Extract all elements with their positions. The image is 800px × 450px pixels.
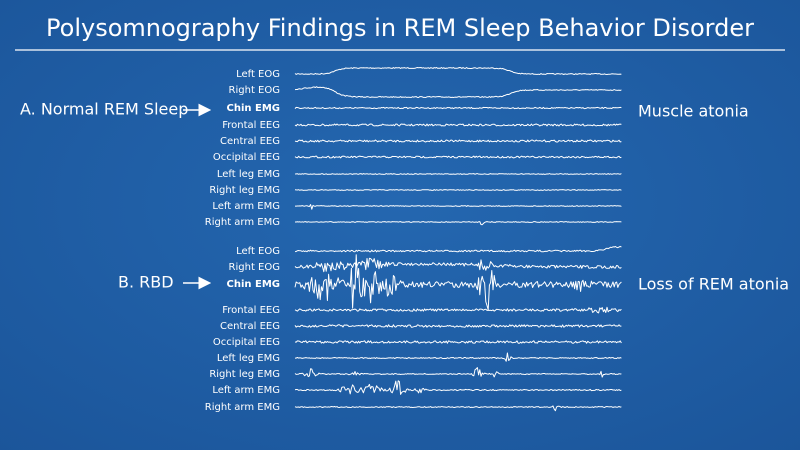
channel-label: Left leg EMG: [217, 353, 280, 364]
trace: [294, 106, 622, 110]
channel-label: Left EOG: [236, 69, 280, 80]
panel-label: A. Normal REM Sleep: [20, 100, 188, 119]
trace: [294, 155, 622, 159]
trace: [294, 173, 622, 175]
trace: [294, 139, 622, 143]
annotation: Muscle atonia: [638, 102, 749, 121]
panel-label: B. RBD: [118, 273, 174, 292]
title: Polysomnography Findings in REM Sleep Be…: [46, 14, 754, 42]
channel-label: Right leg EMG: [209, 185, 280, 196]
channel-label: Left arm EMG: [212, 201, 280, 212]
trace: [294, 257, 622, 273]
trace: [294, 254, 622, 311]
channel-label: Right EOG: [229, 85, 280, 96]
trace: [294, 123, 622, 127]
channel-label: Chin EMG: [227, 279, 280, 290]
trace: [294, 306, 622, 314]
channel-label: Right arm EMG: [205, 402, 280, 413]
trace: [294, 245, 622, 253]
channel-label: Right leg EMG: [209, 369, 280, 380]
trace: [295, 352, 622, 362]
trace: [294, 340, 622, 344]
channel-label: Central EEG: [220, 321, 280, 332]
trace: [294, 189, 622, 191]
channel-label: Left arm EMG: [212, 385, 280, 396]
channel-label: Left EOG: [236, 246, 280, 257]
channel-label: Chin EMG: [227, 103, 280, 114]
trace: [294, 405, 622, 412]
trace: [295, 204, 622, 210]
trace: [294, 86, 622, 98]
trace: [294, 380, 622, 395]
channel-label: Frontal EEG: [222, 305, 280, 316]
channel-label: Left leg EMG: [217, 169, 280, 180]
traces: [294, 67, 622, 412]
channel-label: Central EEG: [220, 136, 280, 147]
trace: [294, 367, 622, 378]
trace: [294, 67, 622, 75]
channel-label: Right arm EMG: [205, 217, 280, 228]
channel-label: Right EOG: [229, 262, 280, 273]
channel-label: Occipital EEG: [213, 337, 280, 348]
trace: [294, 324, 622, 328]
annotation: Loss of REM atonia: [638, 275, 789, 294]
channel-label: Occipital EEG: [213, 152, 280, 163]
channel-label: Frontal EEG: [222, 120, 280, 131]
trace: [295, 221, 622, 226]
